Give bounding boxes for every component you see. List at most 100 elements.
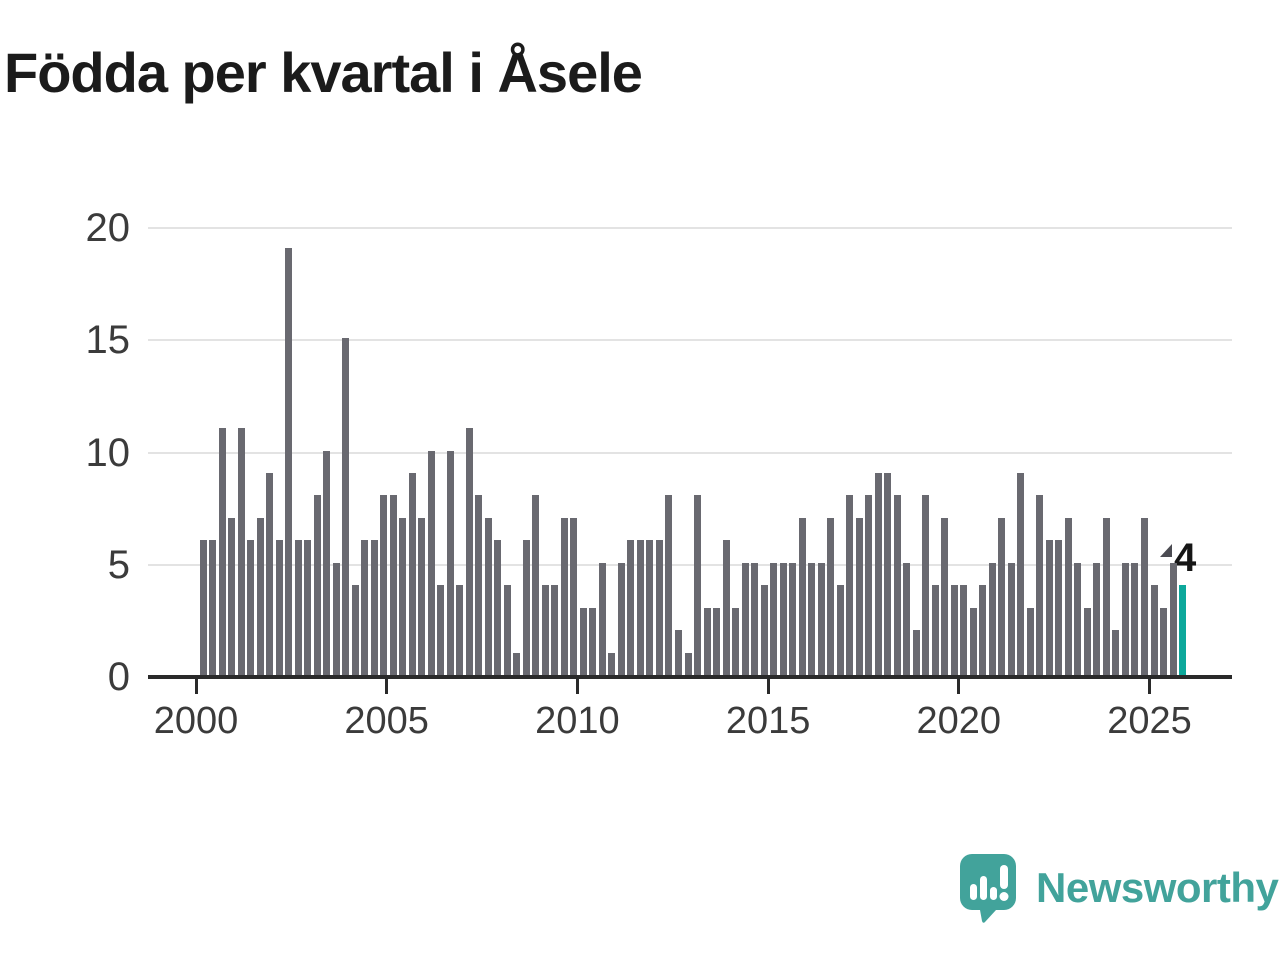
bar-2006-Q1: [427, 450, 435, 675]
bar-2024-Q2: [1121, 562, 1129, 675]
x-axis-tick-2010: [575, 679, 579, 694]
bar-2002-Q3: [294, 540, 302, 675]
bar-2015-Q1: [770, 562, 778, 675]
bar-2000-Q2: [209, 540, 216, 675]
bar-2009-Q4: [570, 517, 578, 675]
bar-2006-Q3: [446, 450, 454, 675]
highlight-bar-2025-Q4: [1179, 585, 1187, 675]
bar-2017-Q1: [846, 495, 854, 675]
bar-2015-Q4: [798, 517, 806, 675]
latest-value-annotation: 4: [1160, 538, 1196, 578]
bar-2022-Q1: [1036, 495, 1044, 675]
bar-2003-Q1: [313, 495, 321, 675]
x-axis-line: [148, 675, 1232, 679]
bar-2016-Q3: [827, 517, 835, 675]
bar-2025-Q2: [1160, 607, 1167, 675]
bar-2011-Q1: [617, 562, 625, 675]
newsworthy-logo: Newsworthy: [960, 854, 1279, 924]
bar-2021-Q2: [1007, 562, 1015, 675]
bar-2023-Q3: [1093, 562, 1101, 675]
bar-2015-Q3: [789, 562, 797, 675]
bar-2017-Q3: [865, 495, 873, 675]
bar-2018-Q3: [903, 562, 911, 675]
bar-2001-Q3: [256, 517, 264, 675]
bar-2016-Q2: [817, 562, 825, 675]
x-axis-label-2000: 2000: [153, 700, 239, 742]
bar-2004-Q1: [351, 585, 359, 675]
bar-2020-Q1: [960, 585, 968, 675]
bar-2014-Q2: [741, 562, 749, 675]
bar-2023-Q4: [1102, 517, 1110, 675]
newsworthy-logo-text: Newsworthy: [1036, 864, 1279, 911]
x-axis-tick-2015: [766, 679, 770, 694]
bar-2008-Q1: [503, 585, 511, 675]
bar-2020-Q3: [979, 585, 987, 675]
y-axis-label-0: 0: [107, 655, 130, 699]
bar-2013-Q1: [694, 495, 702, 675]
gridline-y-5: [148, 563, 1232, 566]
x-axis-tick-2005: [385, 679, 389, 694]
bar-2020-Q2: [969, 607, 977, 675]
x-axis-label-2015: 2015: [725, 700, 811, 742]
bar-2012-Q4: [684, 652, 692, 675]
bar-2000-Q4: [228, 517, 236, 675]
bar-2000-Q3: [218, 428, 226, 675]
bar-2021-Q1: [998, 517, 1006, 675]
y-axis-label-10: 10: [85, 430, 131, 475]
bar-2024-Q4: [1140, 517, 1148, 675]
bar-2006-Q2: [437, 585, 445, 675]
bar-2003-Q3: [332, 562, 340, 675]
bar-2003-Q2: [323, 450, 331, 675]
bar-2018-Q2: [893, 495, 901, 675]
bar-2009-Q2: [551, 585, 559, 675]
bar-2019-Q4: [950, 585, 958, 675]
bar-2013-Q2: [703, 607, 711, 675]
bar-2000-Q1: [199, 540, 207, 675]
bar-2002-Q4: [304, 540, 312, 675]
annotation-value: 4: [1174, 536, 1197, 580]
bar-2007-Q1: [465, 428, 473, 675]
bar-2008-Q2: [513, 652, 521, 675]
bar-2004-Q2: [361, 540, 369, 675]
bar-2011-Q2: [627, 540, 635, 675]
bar-2001-Q2: [247, 540, 255, 675]
bar-2013-Q4: [722, 540, 730, 675]
bar-2016-Q4: [836, 585, 844, 675]
bar-2008-Q3: [522, 540, 530, 675]
bar-2019-Q1: [922, 495, 930, 675]
annotation-triangle-icon: [1160, 544, 1172, 557]
bar-2003-Q4: [342, 338, 350, 675]
bar-2006-Q4: [456, 585, 464, 675]
bar-2004-Q3: [370, 540, 378, 675]
bar-2005-Q4: [418, 517, 426, 675]
bar-2012-Q2: [665, 495, 673, 675]
bar-2020-Q4: [988, 562, 996, 675]
bar-2022-Q3: [1055, 540, 1063, 675]
bar-2021-Q4: [1026, 607, 1034, 675]
bar-2017-Q4: [874, 472, 882, 675]
bar-2010-Q2: [589, 607, 597, 675]
bar-2018-Q4: [912, 630, 920, 675]
bar-2017-Q2: [855, 517, 863, 675]
bar-2011-Q3: [636, 540, 644, 675]
bar-2009-Q1: [541, 585, 549, 675]
bar-2010-Q1: [579, 607, 587, 675]
x-axis-label-2020: 2020: [916, 700, 1002, 742]
x-axis-label-2010: 2010: [535, 700, 620, 742]
bar-2022-Q4: [1064, 517, 1072, 675]
bar-2025-Q3: [1169, 562, 1177, 675]
bar-2024-Q1: [1112, 630, 1120, 675]
x-axis-label-2025: 2025: [1107, 700, 1192, 742]
bar-2002-Q2: [285, 248, 293, 675]
bar-2008-Q4: [532, 495, 540, 675]
bar-2007-Q2: [475, 495, 483, 675]
bar-2025-Q1: [1150, 585, 1158, 675]
bar-2010-Q3: [598, 562, 606, 675]
bar-2015-Q2: [779, 562, 787, 675]
bar-2001-Q4: [266, 472, 274, 675]
bar-2005-Q3: [408, 472, 416, 675]
plot-area: 4 0 5 10 15 20 2000 2005 2010 2015 2020 2025: [86, 207, 1232, 742]
bar-2021-Q3: [1017, 472, 1025, 675]
gridline-y-10: [148, 451, 1232, 454]
x-axis-tick-2020: [957, 679, 961, 694]
